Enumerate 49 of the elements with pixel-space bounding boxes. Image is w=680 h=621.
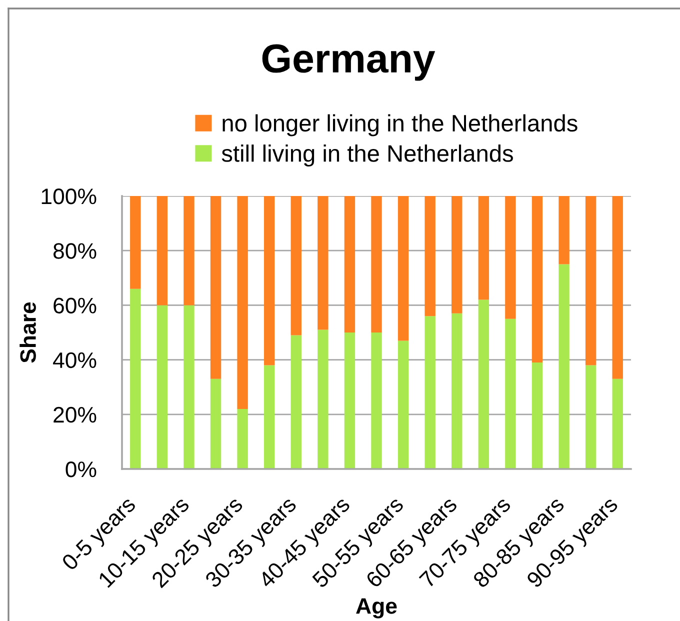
bar	[612, 196, 623, 379]
y-tick-label: 20%	[54, 406, 96, 423]
bar	[130, 196, 141, 289]
bar	[318, 330, 328, 469]
bar	[264, 365, 275, 469]
chart-title: Germany	[262, 44, 436, 81]
bar	[210, 196, 222, 379]
bar	[532, 362, 543, 469]
bar	[505, 318, 516, 469]
bar	[318, 196, 328, 330]
bar	[505, 196, 516, 319]
bar	[264, 196, 275, 366]
bar	[612, 378, 623, 469]
bar	[290, 335, 302, 469]
bar	[585, 365, 596, 469]
bar	[156, 305, 168, 469]
bar	[210, 378, 222, 469]
y-tick-label: 40%	[53, 352, 96, 368]
x-axis-title: Age	[356, 598, 397, 618]
y-tick-label: 100%	[42, 188, 96, 204]
y-tick-label: 80%	[53, 243, 96, 259]
bar	[478, 300, 490, 469]
bar	[237, 408, 248, 469]
bar	[237, 196, 248, 409]
bar	[424, 316, 436, 469]
bar	[344, 332, 356, 469]
bar	[532, 196, 543, 363]
bar	[398, 340, 409, 469]
y-axis-title: Share	[20, 302, 36, 363]
bar	[424, 196, 436, 316]
bar	[156, 196, 168, 306]
bar	[558, 264, 570, 469]
bar	[558, 196, 570, 264]
bar	[371, 196, 382, 332]
bar	[130, 288, 141, 469]
bar	[371, 332, 382, 469]
bar	[452, 313, 462, 469]
legend-label: no longer living in the Netherlands	[222, 114, 578, 136]
y-tick-label: 60%	[54, 298, 96, 314]
bar	[184, 305, 194, 469]
bar	[585, 196, 596, 366]
bar	[290, 196, 302, 336]
bar	[398, 196, 409, 341]
bar	[184, 196, 194, 306]
bar	[344, 196, 356, 332]
legend-label: still living in the Netherlands	[222, 144, 513, 167]
bar	[452, 196, 462, 314]
bar	[478, 196, 490, 300]
y-tick-label: 0%	[66, 462, 96, 478]
